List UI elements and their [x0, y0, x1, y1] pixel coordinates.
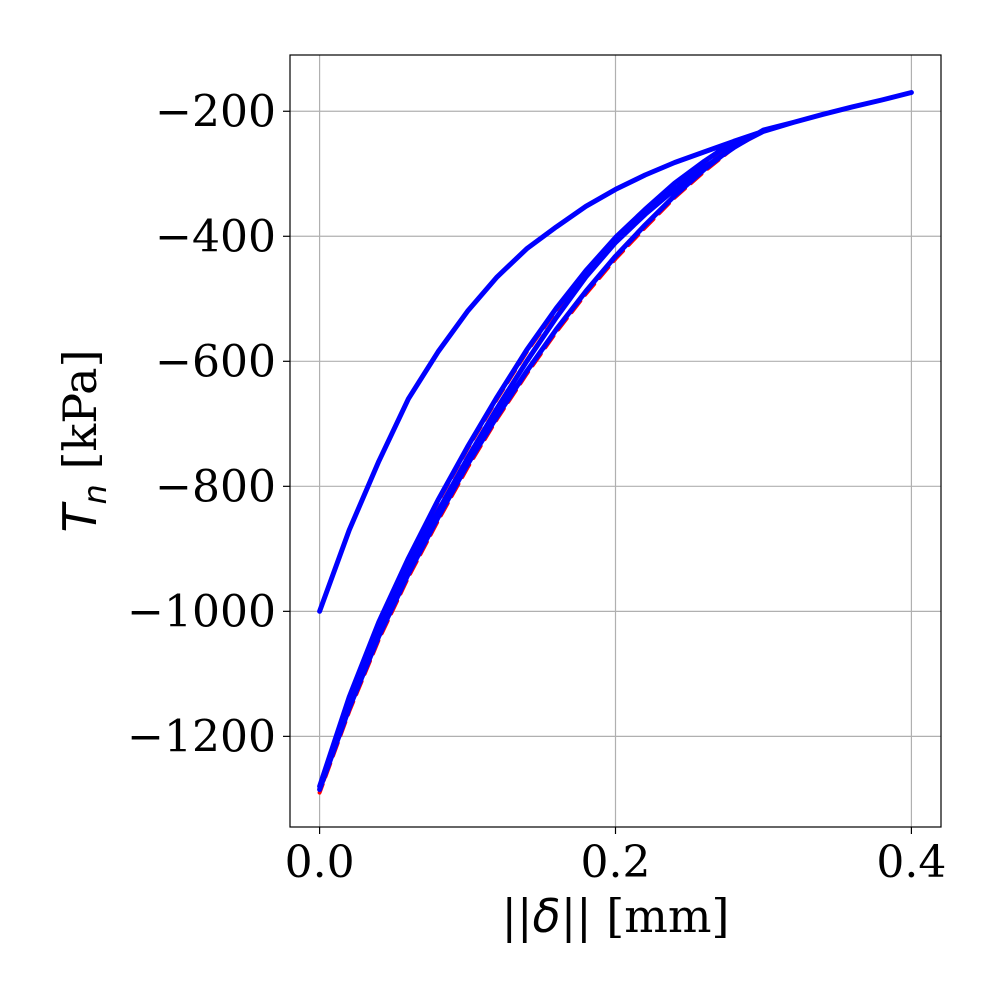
y-tick-label: −200: [155, 86, 276, 137]
y-axis-label: Tn [kPa]: [53, 349, 114, 532]
x-tick-label: 0.0: [285, 837, 355, 888]
plot-series: [317, 90, 914, 795]
x-tick-label: 0.2: [581, 837, 651, 888]
y-tick-label: −1200: [127, 711, 276, 762]
y-tick-label: −1000: [127, 586, 276, 637]
axis-labels: ||δ|| [mm] Tn [kPa]: [53, 349, 729, 943]
x-axis-label: ||δ|| [mm]: [502, 889, 730, 943]
y-tick-label: −600: [155, 336, 276, 387]
y-tick-label: −800: [155, 461, 276, 512]
x-tick-label: 0.4: [876, 837, 946, 888]
series-line-2: [317, 90, 914, 792]
y-tick-label: −400: [155, 211, 276, 262]
axis-ticks: 0.0 0.2 0.4 −200 −400 −600 −800 −1000 −1200: [127, 86, 946, 888]
